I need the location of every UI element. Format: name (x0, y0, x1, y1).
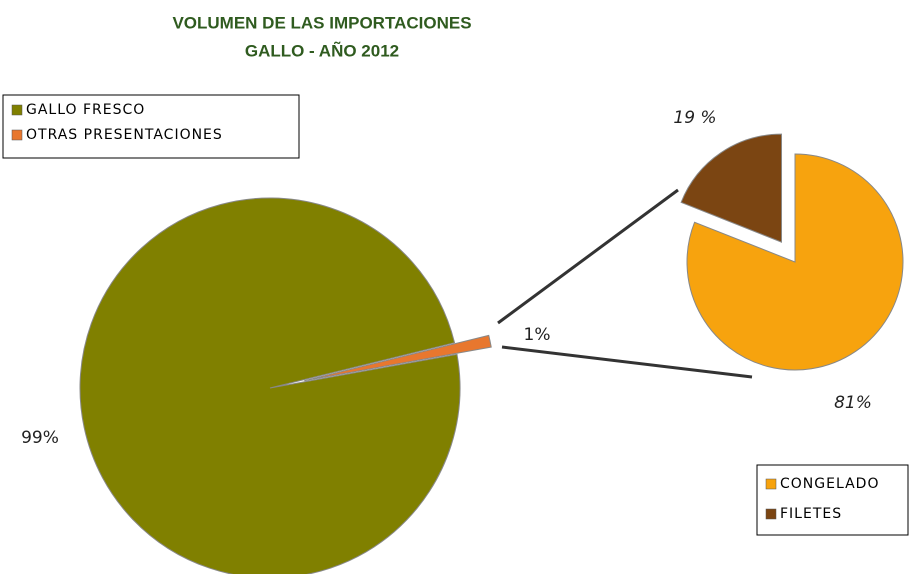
pie-slice (686, 153, 904, 371)
value-label: 99% (21, 428, 59, 448)
legend-swatch (11, 104, 23, 116)
connector-line (501, 345, 753, 379)
legend-swatch (765, 478, 777, 490)
pie-slice (680, 133, 783, 243)
pie-slice (304, 334, 492, 382)
value-label: 19 % (673, 108, 716, 128)
legend-label: OTRAS PRESENTACIONES (26, 127, 223, 143)
chart-title: VOLUMEN DE LAS IMPORTACIONES (172, 13, 471, 32)
connector-line (497, 188, 679, 325)
legend-box (2, 94, 300, 159)
legend-label: GALLO FRESCO (26, 102, 145, 118)
legend-label: FILETES (780, 506, 842, 522)
legend-swatch (765, 508, 777, 520)
chart-subtitle: GALLO - AÑO 2012 (245, 40, 399, 60)
legend-box (756, 464, 909, 536)
value-label: 1% (524, 325, 551, 345)
pie-slice (79, 197, 461, 574)
legend-swatch (11, 129, 23, 141)
legend-label: CONGELADO (780, 476, 879, 492)
value-label: 81% (834, 393, 872, 413)
